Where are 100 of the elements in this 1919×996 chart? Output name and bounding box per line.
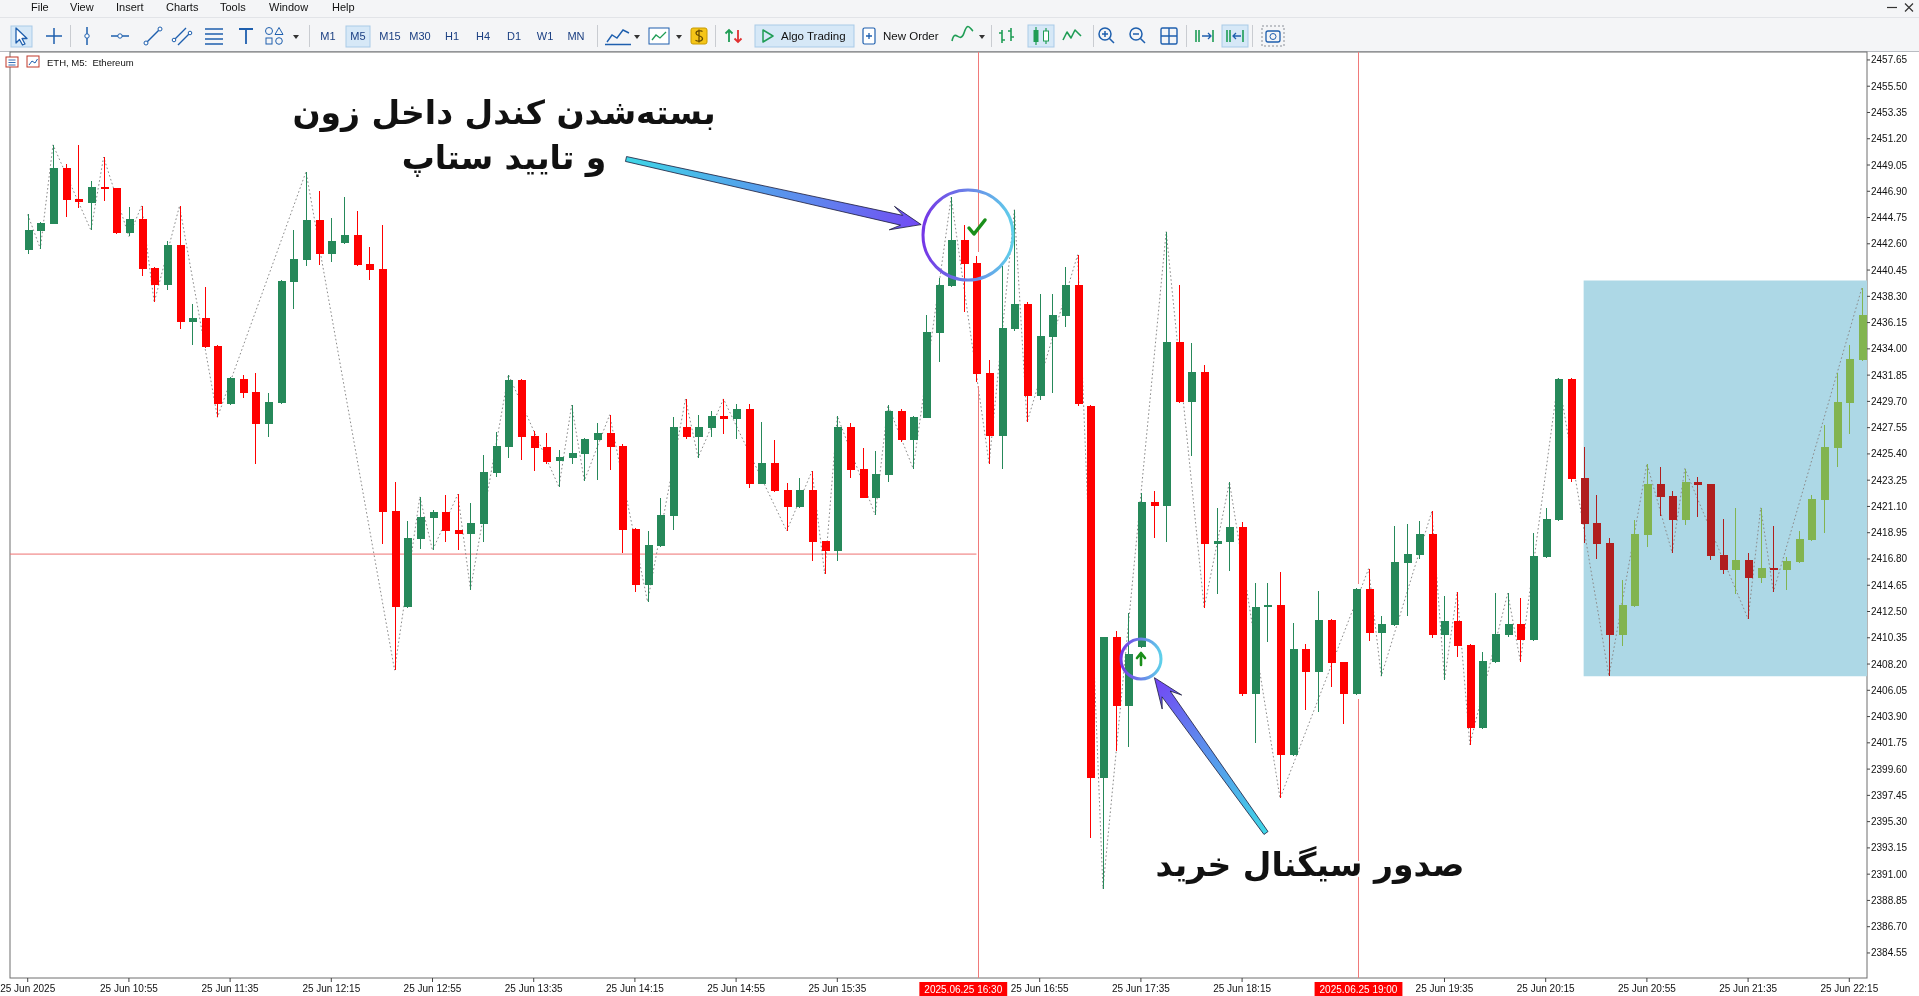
x-tick-label: 25 Jun 18:15 [1213,983,1272,994]
x-tick-label: 25 Jun 17:35 [1111,983,1171,994]
y-tick-label: 2397.45 [1871,789,1908,801]
candlestick [1276,571,1285,799]
candlestick [1061,266,1070,328]
candlestick [859,447,868,499]
candlestick [1833,372,1842,468]
text: View [70,1,94,13]
candlestick [1529,532,1538,642]
candlestick [416,496,425,550]
x-tick-label: 25 Jun 20:15 [1516,983,1576,994]
candlestick [1352,587,1361,696]
candlestick [1782,556,1791,591]
ref-line-label: 2025.06.25 19:00 [1319,984,1398,995]
x-tick-label: 25 Jun 20:55 [1617,983,1677,994]
candlestick [618,443,627,554]
candlestick [935,277,944,363]
candlestick [1238,521,1247,697]
candlestick [1769,525,1778,593]
candlestick [239,374,248,399]
candlestick [49,144,58,224]
candlestick [783,482,792,532]
candlestick [1390,525,1399,627]
x-tick-label: 25 Jun 12:55 [403,983,462,994]
candlestick [1542,507,1551,559]
candlestick [833,415,842,562]
y-tick-label: 2453.35 [1871,106,1908,118]
candlestick [74,144,83,209]
candlestick [353,210,362,267]
candlestick [884,404,893,483]
candlestick [656,497,665,548]
candlestick [732,403,741,440]
candlestick [909,415,918,470]
y-tick-label: 2395.30 [1871,816,1908,828]
candlestick [289,229,298,310]
candlestick [1339,662,1348,725]
candlestick [1592,494,1601,560]
x-tick-label: 25 Jun 19:35 [1415,983,1474,994]
candlestick [36,221,45,250]
text: Tools [220,1,247,13]
y-tick-label: 2434.00 [1871,343,1908,355]
text: Charts [166,1,199,13]
candlestick [1137,492,1146,649]
candlestick [1415,520,1424,560]
candlestick [188,303,197,346]
candlestick [1845,344,1854,435]
text: MN [567,30,585,42]
candlestick [1706,483,1715,561]
y-tick-label: 2431.85 [1871,369,1908,381]
text: ETH, M5: Ethereum [47,56,134,68]
candlestick [429,509,438,551]
y-tick-label: 2401.75 [1871,737,1908,749]
candlestick [1112,630,1121,752]
candlestick [707,410,716,438]
candlestick [1504,592,1513,638]
candlestick [606,414,615,471]
candlestick [138,205,147,277]
candlestick [745,403,754,489]
candlestick [226,376,235,406]
candlestick [960,224,969,313]
candlestick [1643,463,1652,548]
text: D1 [506,30,522,42]
y-tick-label: 2418.95 [1871,527,1908,539]
candlestick [593,422,602,481]
candlestick [922,314,931,418]
candlestick [1478,651,1487,730]
y-tick-label: 2410.35 [1871,632,1908,644]
x-tick-label: 25 Jun 14:15 [605,983,665,994]
y-tick-label: 2427.55 [1871,422,1908,434]
candlestick [1757,507,1766,584]
text: M30 [409,30,431,42]
candlestick [1605,537,1614,677]
candlestick [251,372,260,465]
candlestick [1377,615,1386,677]
candlestick [1668,490,1677,554]
candlestick [947,196,956,288]
text: Insert [116,1,144,13]
candlestick [1314,590,1323,713]
candlestick [1567,377,1576,483]
candlestick [1036,293,1045,401]
candlestick [340,196,349,245]
candlestick [998,265,1007,470]
candlestick [201,286,210,349]
y-tick-label: 2403.90 [1871,711,1908,723]
candlestick [1580,446,1589,544]
candlestick [163,240,172,291]
candlestick [1440,595,1449,681]
candlestick [176,205,185,330]
candlestick [302,171,311,267]
text: W1 [536,30,554,42]
candlestick [757,421,766,485]
candlestick [213,344,222,418]
candlestick [1150,490,1159,539]
candlestick [87,180,96,231]
text: M15 [379,30,401,42]
candlestick [808,470,817,562]
candlestick [441,494,450,543]
candlestick [1656,466,1665,517]
candlestick [1719,518,1728,575]
candlestick [1213,507,1222,595]
